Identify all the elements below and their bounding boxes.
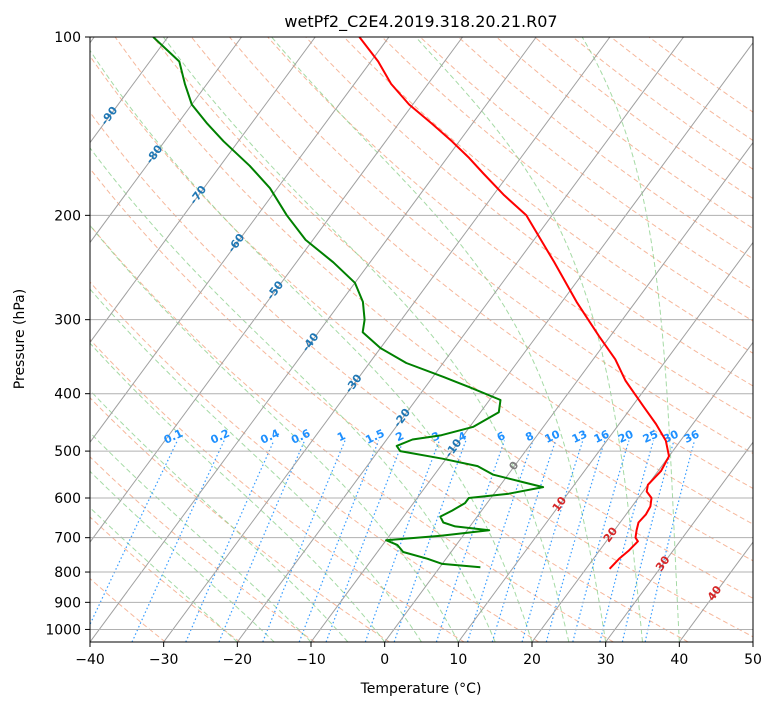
moist-adiabat-line: [90, 147, 496, 642]
dry-adiabat-line: [191, 37, 753, 490]
y-tick-label: 600: [54, 491, 81, 507]
x-tick-label: −20: [223, 652, 253, 668]
mixing-ratio-lines: [90, 440, 696, 642]
y-tick-label: 100: [54, 30, 81, 46]
dry-adiabat-line: [90, 281, 540, 642]
mixing-ratio-line: [599, 440, 655, 642]
y-tick-label: 200: [54, 208, 81, 224]
isotherm-line: [384, 141, 753, 642]
mixing-ratio-label: 20: [616, 427, 636, 445]
plot-area: -100-90-80-70-60-50-40-30-20-10010203040…: [90, 37, 753, 642]
dry-adiabat-line: [90, 397, 390, 642]
y-axis: 100 200 300 400 500 600 700 800 900 1000: [45, 30, 90, 638]
isotherm-line: [90, 37, 316, 344]
pressure-gridlines: [90, 37, 753, 630]
y-tick-label: 500: [54, 444, 81, 460]
isotherm-line: [236, 37, 684, 642]
x-tick-label: −30: [149, 652, 179, 668]
dry-adiabat-line: [419, 37, 753, 291]
isotherm-line: [163, 37, 611, 642]
x-tick-label: −40: [75, 652, 105, 668]
dry-adiabat-line: [305, 37, 753, 387]
dry-adiabat-line: [90, 55, 753, 599]
mixing-ratio-line: [218, 440, 306, 642]
mixing-ratio-label: 36: [682, 427, 702, 445]
isotherms: [90, 37, 753, 642]
isotherm-line: [457, 241, 753, 642]
y-tick-label: 300: [54, 313, 81, 329]
x-axis-title: Temperature (°C): [360, 681, 482, 697]
mixing-ratio-label: 25: [641, 428, 660, 446]
isotherm-line: [90, 37, 169, 144]
y-tick-label: 400: [54, 387, 81, 403]
x-tick-label: 20: [523, 652, 541, 668]
moist-adiabats: [90, 37, 680, 642]
mixing-ratio-label: 10: [543, 427, 563, 445]
x-tick-label: −10: [296, 652, 326, 668]
isotherm-line: [531, 341, 753, 642]
x-tick-label: 50: [744, 652, 762, 668]
isotherm-line: [90, 37, 537, 642]
dry-adiabat-line: [90, 167, 689, 642]
x-axis: −40 −30 −20 −10 0 10 20 30 40 50: [75, 642, 762, 668]
y-tick-label: 900: [54, 595, 81, 611]
mixing-ratio-line: [466, 440, 534, 642]
dry-adiabat-line: [90, 516, 241, 642]
isotherm-line: [605, 441, 753, 642]
mixing-ratio-label: 13: [570, 428, 589, 446]
moist-adiabat-line: [90, 224, 459, 642]
dewpoint-profile: [152, 37, 545, 569]
dry-adiabat-line: [267, 37, 753, 420]
sounding-profiles: [152, 37, 670, 570]
dry-adiabats: [90, 37, 753, 642]
chart-title: wetPf2_C2E4.2019.318.20.21.R07: [284, 12, 557, 32]
dry-adiabat-line: [90, 224, 614, 642]
moist-adiabat-line: [415, 37, 643, 642]
y-tick-label: 800: [54, 565, 81, 581]
dry-adiabat-line: [152, 37, 753, 525]
mixing-ratio-line: [185, 440, 275, 642]
isotherm-line: [310, 41, 753, 642]
x-tick-label: 10: [449, 652, 467, 668]
x-tick-label: 30: [597, 652, 615, 668]
x-tick-label: 0: [380, 652, 389, 668]
plot-frame: [89, 36, 754, 643]
mixing-ratio-label: 16: [592, 427, 612, 445]
moist-adiabat-line: [90, 288, 422, 642]
mixing-ratio-line: [572, 440, 630, 642]
mixing-ratio-line: [521, 440, 584, 642]
moist-adiabat-line: [162, 37, 570, 642]
x-tick-label: 40: [670, 652, 688, 668]
dry-adiabat-line: [90, 338, 465, 642]
isotherm-line: [90, 37, 463, 543]
mixing-ratio-line: [393, 440, 467, 642]
mixing-ratio-line: [644, 440, 696, 642]
isotherm-line: [90, 37, 242, 244]
mixing-ratio-line: [364, 440, 440, 642]
moist-adiabat-line: [90, 389, 349, 642]
y-tick-label: 1000: [45, 622, 81, 638]
dry-adiabat-line: [90, 577, 166, 642]
moist-adiabat-line: [271, 37, 607, 642]
moist-adiabat-line: [90, 470, 275, 642]
temperature-profile: [358, 37, 670, 570]
moist-adiabat-line: [581, 37, 680, 642]
mixing-ratio-line: [491, 440, 557, 642]
isotherm-line: [90, 37, 390, 444]
y-axis-title: Pressure (hPa): [12, 289, 28, 389]
mixing-ratio-line: [545, 440, 606, 642]
mixing-ratio-line: [131, 440, 225, 642]
mixing-ratio-line: [621, 440, 675, 642]
y-tick-label: 700: [54, 531, 81, 547]
moist-adiabat-line: [90, 49, 533, 642]
